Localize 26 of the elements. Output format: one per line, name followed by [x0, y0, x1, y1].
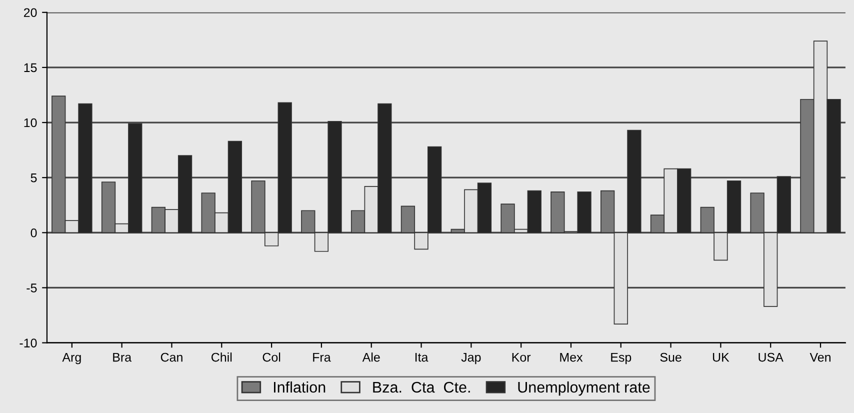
x-tick-label: Bra: [113, 352, 132, 362]
x-tick-label: Ale: [362, 352, 380, 362]
x-tick-label: Fra: [313, 352, 331, 362]
x-tick-label: Chil: [212, 352, 232, 362]
x-tick-label: USA: [758, 352, 784, 362]
y-tick-label: 0: [30, 228, 37, 238]
x-tick-label: Can: [160, 352, 182, 362]
y-tick-label: 20: [24, 8, 37, 18]
y-tick-label: 15: [24, 63, 37, 72]
legend-label: Inflation: [274, 381, 326, 393]
x-tick-label: Kor: [512, 352, 531, 362]
legend-label: Unemployment rate: [518, 381, 650, 396]
x-tick-label: Esp: [611, 352, 632, 364]
x-tick-label: Arg: [62, 352, 81, 364]
x-tick-label: Jap: [461, 352, 481, 364]
x-tick-label: Ven: [810, 352, 830, 362]
x-tick-label: Ita: [415, 352, 428, 362]
x-tick-label: Sue: [660, 352, 682, 362]
x-tick-label: UK: [712, 352, 730, 362]
x-tick-label: Col: [262, 352, 280, 362]
y-tick-label: -5: [26, 284, 37, 292]
x-tick-label: Mex: [560, 352, 583, 362]
legend-label: Bza. Cta Cte.: [373, 382, 470, 393]
y-tick-label: 10: [24, 118, 37, 128]
y-tick-label: -10: [20, 338, 37, 348]
y-tick-label: 5: [30, 174, 37, 182]
